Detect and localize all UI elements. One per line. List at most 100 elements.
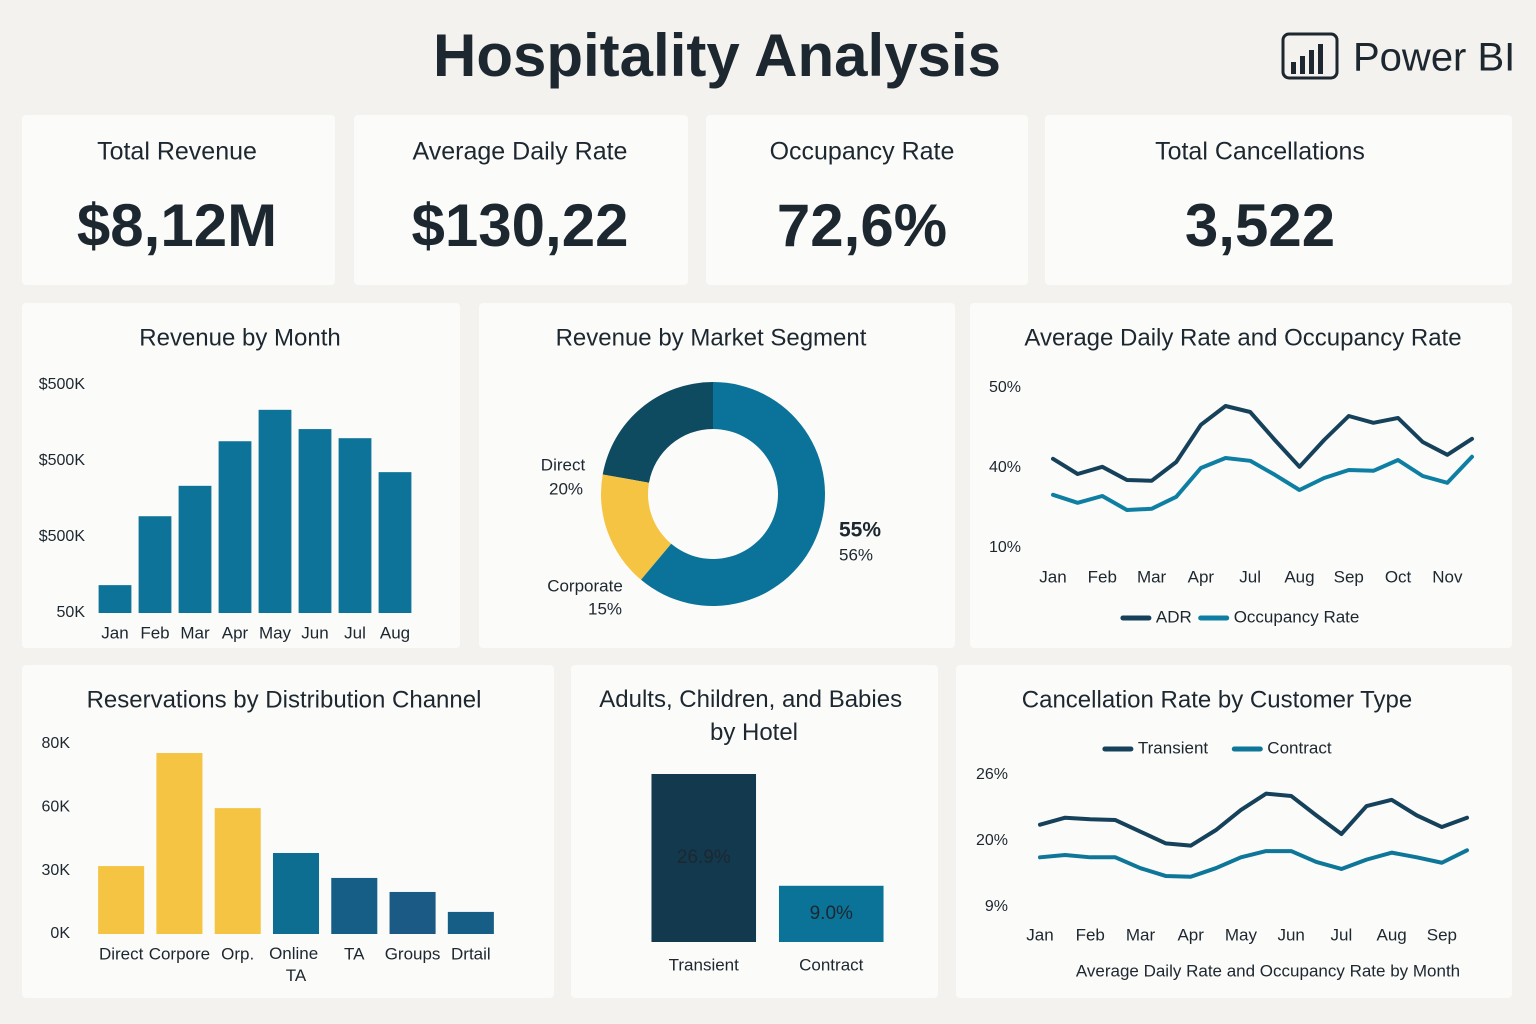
kpi-label: Total Cancellations <box>1155 138 1365 166</box>
y-tick-label: 20% <box>976 832 1008 849</box>
bar <box>178 485 212 613</box>
bar <box>389 891 436 934</box>
bar <box>98 585 132 613</box>
y-tick-label: $500K <box>39 376 86 393</box>
bar <box>214 808 261 934</box>
x-tick-label: May <box>259 623 292 642</box>
logo-bar <box>1309 50 1314 74</box>
chart-title: Adults, Children, and Babies by Hotel <box>599 686 909 746</box>
x-axis-label: Average Daily Rate and Occupancy Rate by… <box>1076 961 1460 980</box>
x-tick-label: Online TA <box>269 944 323 985</box>
y-tick-label: 26% <box>976 766 1008 783</box>
bar <box>298 429 332 613</box>
slice-label: Direct <box>541 455 586 474</box>
pie-slice <box>602 382 713 483</box>
logo-bar <box>1300 56 1305 74</box>
y-tick-label: $500K <box>39 452 86 469</box>
x-tick-label: Apr <box>1188 567 1215 586</box>
x-tick-label: Feb <box>1076 925 1105 944</box>
x-tick-label: Jan <box>1026 925 1053 944</box>
x-tick-label: Aug <box>380 623 410 642</box>
y-tick-label: 50K <box>57 604 86 621</box>
kpi-card <box>354 115 688 285</box>
kpi-value: $8,12M <box>77 192 277 259</box>
x-tick-label: Jul <box>1331 925 1353 944</box>
bar <box>651 774 757 942</box>
kpi-card <box>22 115 335 285</box>
x-tick-label: Apr <box>222 623 249 642</box>
bar <box>331 877 378 934</box>
bar <box>378 472 412 613</box>
text-line: Online <box>269 944 323 963</box>
chart-card <box>479 303 955 648</box>
bar <box>218 441 252 613</box>
x-tick-label: Sep <box>1334 567 1364 586</box>
y-tick-label: 30K <box>42 862 71 879</box>
legend-label: Contract <box>1267 738 1332 757</box>
data-label: 9.0% <box>810 903 853 924</box>
x-tick-label: Drtail <box>451 944 491 963</box>
kpi-value: 3,522 <box>1185 192 1335 259</box>
pie-slice <box>601 474 672 580</box>
kpi-card <box>1045 115 1512 285</box>
y-tick-label: 80K <box>42 735 71 752</box>
kpi-label: Total Revenue <box>97 138 257 166</box>
legend-label: Occupancy Rate <box>1234 607 1360 626</box>
x-tick-label: Aug <box>1284 567 1314 586</box>
kpi-card <box>706 115 1028 285</box>
logo: Power BI <box>1281 32 1515 80</box>
x-tick-label: Jun <box>301 623 328 642</box>
dashboard-title: Hospitality Analysis <box>433 22 1001 89</box>
x-tick-label: Direct <box>99 944 144 963</box>
series-line <box>1038 848 1469 879</box>
x-tick-label: Oct <box>1385 567 1412 586</box>
x-tick-label: Sep <box>1427 925 1457 944</box>
logo-bar <box>1318 44 1323 74</box>
bar <box>258 409 292 613</box>
kpi-value: 72,6% <box>777 192 947 259</box>
chart-card <box>970 303 1512 648</box>
bar <box>447 911 494 934</box>
bar <box>138 516 172 613</box>
chart-title: Reservations by Distribution Channel <box>87 686 482 713</box>
slice-label: Corporate <box>547 576 623 595</box>
y-tick-label: 9% <box>985 898 1008 915</box>
text-line: TA <box>286 966 307 985</box>
kpi-label: Average Daily Rate <box>413 138 628 166</box>
slice-value: 55% <box>839 519 881 542</box>
bar <box>98 866 145 934</box>
x-tick-label: Transient <box>669 955 740 974</box>
text-line: by Hotel <box>710 719 798 746</box>
y-tick-label: 0K <box>50 925 70 942</box>
slice-value: 20% <box>549 479 583 498</box>
x-tick-label: Corpore <box>149 944 210 963</box>
series-line <box>1038 791 1469 848</box>
series-line <box>1051 454 1474 512</box>
x-tick-label: Nov <box>1432 567 1463 586</box>
x-tick-label: Mar <box>1137 567 1167 586</box>
x-tick-label: May <box>1225 925 1258 944</box>
x-tick-label: Jul <box>344 623 366 642</box>
x-tick-label: Groups <box>385 944 441 963</box>
chart-title: Revenue by Market Segment <box>556 324 867 351</box>
slice-value: 15% <box>588 599 622 618</box>
y-tick-label: $500K <box>39 528 86 545</box>
legend-label: Transient <box>1138 738 1209 757</box>
x-tick-label: Contract <box>799 955 864 974</box>
y-tick-label: 60K <box>42 799 71 816</box>
y-tick-label: 50% <box>989 379 1021 396</box>
x-tick-label: Mar <box>180 623 210 642</box>
chart-title: Average Daily Rate and Occupancy Rate <box>1024 324 1461 351</box>
chart-title: Cancellation Rate by Customer Type <box>1022 686 1412 713</box>
y-tick-label: 40% <box>989 459 1021 476</box>
logo-text: Power BI <box>1353 36 1515 80</box>
pie-slice <box>641 382 825 606</box>
bar <box>272 853 320 934</box>
kpi-label: Occupancy Rate <box>770 138 955 166</box>
y-tick-label: 10% <box>989 539 1021 556</box>
x-tick-label: Jan <box>1039 567 1066 586</box>
x-tick-label: Aug <box>1377 925 1407 944</box>
x-tick-label: Orp. <box>221 944 254 963</box>
x-tick-label: Mar <box>1126 925 1156 944</box>
